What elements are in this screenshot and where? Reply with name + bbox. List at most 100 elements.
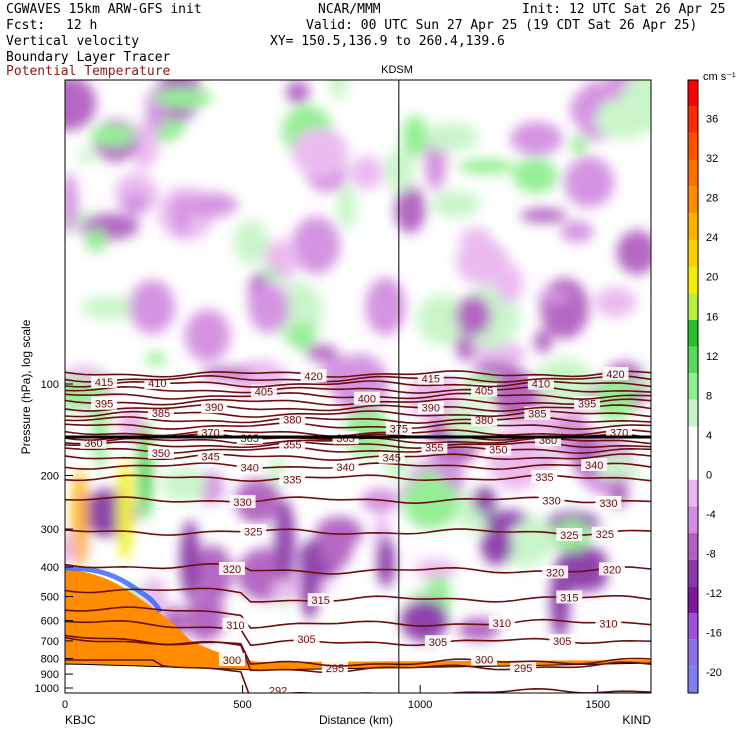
isentrope-label: 355 bbox=[425, 443, 443, 455]
velocity-cell bbox=[85, 228, 107, 253]
velocity-cell bbox=[537, 289, 571, 304]
isentrope-label: 390 bbox=[422, 403, 440, 415]
colorbar-swatch bbox=[688, 266, 698, 294]
y-tick-label: 100 bbox=[41, 379, 59, 391]
colorbar-swatch bbox=[688, 186, 698, 214]
isentrope-line bbox=[65, 374, 651, 383]
isentrope-label: 380 bbox=[475, 415, 493, 427]
isentrope-line bbox=[65, 404, 651, 412]
downdraft-column bbox=[275, 500, 295, 580]
velocity-cell bbox=[571, 135, 588, 155]
y-tick-label: 500 bbox=[41, 591, 59, 603]
isentrope-label-bg bbox=[595, 616, 622, 630]
isentrope-label-bg bbox=[240, 524, 267, 538]
isentrope-label-bg bbox=[147, 445, 174, 459]
colorbar-swatch bbox=[688, 453, 698, 480]
field-vertical-velocity: Vertical velocity bbox=[6, 34, 140, 49]
isentrope-label: 310 bbox=[226, 620, 244, 632]
velocity-cell bbox=[384, 147, 415, 193]
isentrope-label-bg bbox=[218, 562, 245, 576]
isentrope-label: 295 bbox=[514, 663, 532, 675]
isentrope-label: 325 bbox=[596, 529, 614, 541]
isentrope-label: 365 bbox=[240, 433, 258, 445]
isentrope-label-bg bbox=[197, 449, 224, 463]
isentrope-label-bg bbox=[549, 634, 576, 648]
isentrope-label: 345 bbox=[201, 452, 219, 464]
velocity-cell bbox=[184, 309, 231, 362]
isentrope-label: 350 bbox=[489, 444, 507, 456]
xy-range: XY= 150.5,136.9 to 260.4,139.6 bbox=[270, 34, 505, 49]
y-tick-label: 400 bbox=[41, 562, 59, 574]
isentrope-label: 345 bbox=[383, 453, 401, 465]
isentrope-label: 340 bbox=[336, 462, 354, 474]
velocity-cell bbox=[129, 279, 176, 335]
isentrope-label: 325 bbox=[244, 526, 262, 538]
isentrope-label: 410 bbox=[532, 379, 550, 391]
velocity-cell bbox=[90, 124, 136, 148]
isentrope-line bbox=[65, 634, 651, 667]
colorbar-label: -4 bbox=[706, 509, 716, 521]
y-axis: 100 200 300 400 500 600 700 800 900 1000 bbox=[35, 379, 73, 695]
isentrope-label-bg bbox=[321, 660, 348, 674]
isentrope-label-bg bbox=[488, 615, 515, 629]
updraft-column bbox=[137, 420, 153, 520]
isentrope-line bbox=[65, 370, 651, 378]
colorbar-label: 36 bbox=[706, 114, 718, 126]
colorbar-swatch bbox=[688, 133, 698, 160]
colorbar-swatch bbox=[688, 639, 698, 667]
isentrope-label-bg bbox=[556, 590, 583, 604]
colorbar-swatch bbox=[688, 559, 698, 587]
velocity-cell bbox=[513, 516, 556, 562]
colorbar-label: 28 bbox=[706, 193, 718, 205]
isentrope-label: 300 bbox=[223, 655, 241, 667]
isentrope-line bbox=[65, 528, 651, 536]
velocity-cell bbox=[513, 158, 558, 194]
isentrope-label: 360 bbox=[84, 438, 102, 450]
velocity-cell bbox=[564, 156, 615, 208]
isentrope-label-bg bbox=[471, 652, 498, 666]
boundary-layer-edge bbox=[65, 565, 163, 614]
isentrope-label-bg bbox=[538, 493, 565, 507]
isentrope-label-bg bbox=[417, 371, 444, 385]
velocity-cell bbox=[417, 293, 467, 346]
x-tick-label: 0 bbox=[62, 699, 68, 711]
velocity-cell bbox=[365, 277, 406, 336]
isentrope-label: 340 bbox=[240, 462, 258, 474]
velocity-cell bbox=[483, 510, 530, 529]
velocity-cell bbox=[285, 80, 310, 104]
velocity-cell bbox=[459, 227, 493, 250]
isentrope-label: 320 bbox=[223, 564, 241, 576]
velocity-cell bbox=[319, 523, 353, 569]
velocity-cell bbox=[400, 598, 449, 643]
isentrope-label: 315 bbox=[560, 592, 578, 604]
isentrope-label: 390 bbox=[205, 402, 223, 414]
isentrope-label-bg bbox=[378, 450, 405, 464]
colorbar: 36 32 28 24 20 16 12 8 4 0 -4 -8 -12 -16 -20 bbox=[687, 79, 722, 694]
velocity-cell bbox=[415, 469, 439, 500]
isentrope-label-bg bbox=[250, 384, 277, 398]
isentrope-label-bg bbox=[581, 458, 608, 472]
colorbar-label: 8 bbox=[706, 390, 712, 402]
velocity-cell bbox=[145, 352, 167, 366]
isentrope-label-bg bbox=[417, 400, 444, 414]
velocity-cell bbox=[402, 115, 429, 158]
fcst-label: Fcst: bbox=[6, 18, 46, 33]
velocity-cell bbox=[233, 219, 269, 265]
y-tick-label: 1000 bbox=[35, 683, 59, 695]
isentrope-label-bg bbox=[293, 632, 320, 646]
colorbar-label: 0 bbox=[706, 469, 712, 481]
isentropes: 292 295 295 300 300 305 305 305 310 310 310 315 315 3… bbox=[65, 366, 651, 693]
isentrope-label-bg bbox=[421, 440, 448, 454]
velocity-cell bbox=[328, 80, 348, 101]
isentrope-label: 305 bbox=[553, 636, 571, 648]
colorbar-label: -20 bbox=[706, 667, 722, 679]
isentrope-label: 335 bbox=[283, 475, 301, 487]
isentrope-label-bg bbox=[197, 425, 224, 439]
velocity-cell bbox=[186, 192, 238, 218]
velocity-cell bbox=[594, 375, 636, 421]
isentrope-label: 310 bbox=[493, 618, 511, 630]
velocity-cell bbox=[472, 486, 497, 514]
velocity-cell bbox=[184, 595, 226, 641]
isentrope-label: 340 bbox=[585, 460, 603, 472]
field-potential-temperature: Potential Temperature bbox=[6, 64, 171, 79]
